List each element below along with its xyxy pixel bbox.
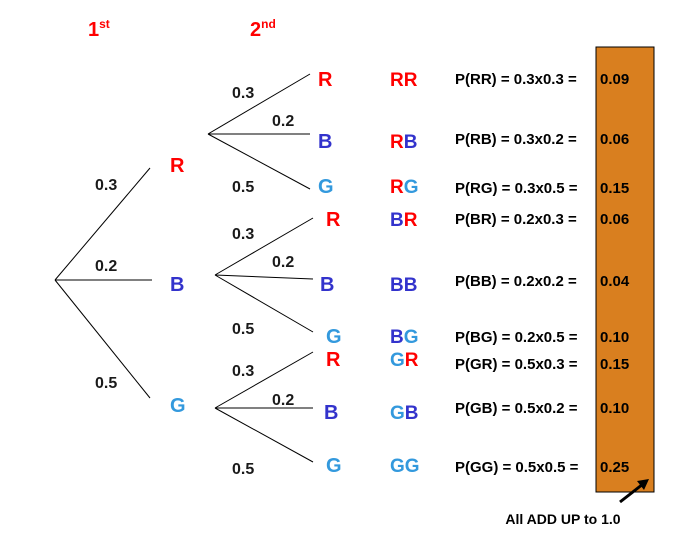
branch-lines xyxy=(54,73,314,463)
probability-result: 0.15 xyxy=(600,356,629,373)
second-node: G xyxy=(326,326,342,348)
branch-line xyxy=(214,274,314,333)
first-branch-prob: 0.5 xyxy=(95,375,117,392)
first-node: B xyxy=(170,274,184,296)
outcome-label: RG xyxy=(390,177,419,198)
branch-line xyxy=(54,167,151,281)
probability-result: 0.06 xyxy=(600,131,629,148)
outcome-label: RR xyxy=(390,70,418,91)
outcome-label: GG xyxy=(390,456,420,477)
probability-expression: P(RR) = 0.3x0.3 = xyxy=(455,71,577,88)
second-branch-prob: 0.2 xyxy=(272,392,294,409)
summary-note: All ADD UP to 1.0 xyxy=(505,511,620,527)
second-node: B xyxy=(320,274,334,296)
first-branch-prob: 0.3 xyxy=(95,177,117,194)
results-box xyxy=(595,46,655,493)
outcome-label: BB xyxy=(390,275,417,296)
probability-expression: P(BB) = 0.2x0.2 = xyxy=(455,273,577,290)
second-node: R xyxy=(326,349,341,371)
probability-expression: P(GG) = 0.5x0.5 = xyxy=(455,459,579,476)
second-node: R xyxy=(326,209,341,231)
probability-expression: P(GB) = 0.5x0.2 = xyxy=(455,400,578,417)
probability-expression: P(BR) = 0.2x0.3 = xyxy=(455,211,577,228)
second-node: G xyxy=(318,176,334,198)
header-first-draw: 1st xyxy=(88,17,110,41)
probability-result: 0.10 xyxy=(600,329,629,346)
branch-line xyxy=(54,279,151,399)
second-branch-prob: 0.2 xyxy=(272,113,294,130)
first-node: G xyxy=(170,395,186,417)
probability-expression: P(GR) = 0.5x0.3 = xyxy=(455,356,578,373)
second-branch-prob: 0.3 xyxy=(232,85,254,102)
branch-line xyxy=(214,407,314,463)
probability-expression: P(RG) = 0.3x0.5 = xyxy=(455,180,578,197)
branch-line xyxy=(214,351,314,409)
probability-result: 0.04 xyxy=(600,273,630,290)
header-second-draw: 2nd xyxy=(250,17,276,41)
second-node: B xyxy=(318,131,332,153)
outcome-label: RB xyxy=(390,132,417,153)
branch-line xyxy=(207,133,311,190)
second-branch-prob: 0.3 xyxy=(232,226,254,243)
probability-expression: P(BG) = 0.2x0.5 = xyxy=(455,329,578,346)
branch-line xyxy=(214,274,314,280)
probability-result: 0.25 xyxy=(600,459,629,476)
arrow-icon xyxy=(619,479,649,504)
second-branch-prob: 0.5 xyxy=(232,179,254,196)
outcome-label: BG xyxy=(390,327,419,348)
first-node: R xyxy=(170,155,185,177)
probability-result: 0.15 xyxy=(600,180,629,197)
second-branch-prob: 0.5 xyxy=(232,321,254,338)
second-node: G xyxy=(326,455,342,477)
second-node: B xyxy=(324,402,338,424)
probability-expressions: P(RR) = 0.3x0.3 = 0.09 P(RB) = 0.3x0.2 = 0.… xyxy=(455,71,630,476)
outcome-label: GR xyxy=(390,350,419,371)
second-branch-prob: 0.2 xyxy=(272,254,294,271)
outcome-label: BR xyxy=(390,210,418,231)
branch-line xyxy=(214,217,314,276)
probability-result: 0.09 xyxy=(600,71,629,88)
first-branch-prob: 0.2 xyxy=(95,258,117,275)
second-node: R xyxy=(318,69,333,91)
probability-result: 0.06 xyxy=(600,211,629,228)
probability-expression: P(RB) = 0.3x0.2 = xyxy=(455,131,577,148)
second-branch-prob: 0.3 xyxy=(232,363,254,380)
outcome-label: GB xyxy=(390,403,419,424)
second-branch-prob: 0.5 xyxy=(232,461,254,478)
probability-result: 0.10 xyxy=(600,400,629,417)
branch-line xyxy=(207,73,311,135)
